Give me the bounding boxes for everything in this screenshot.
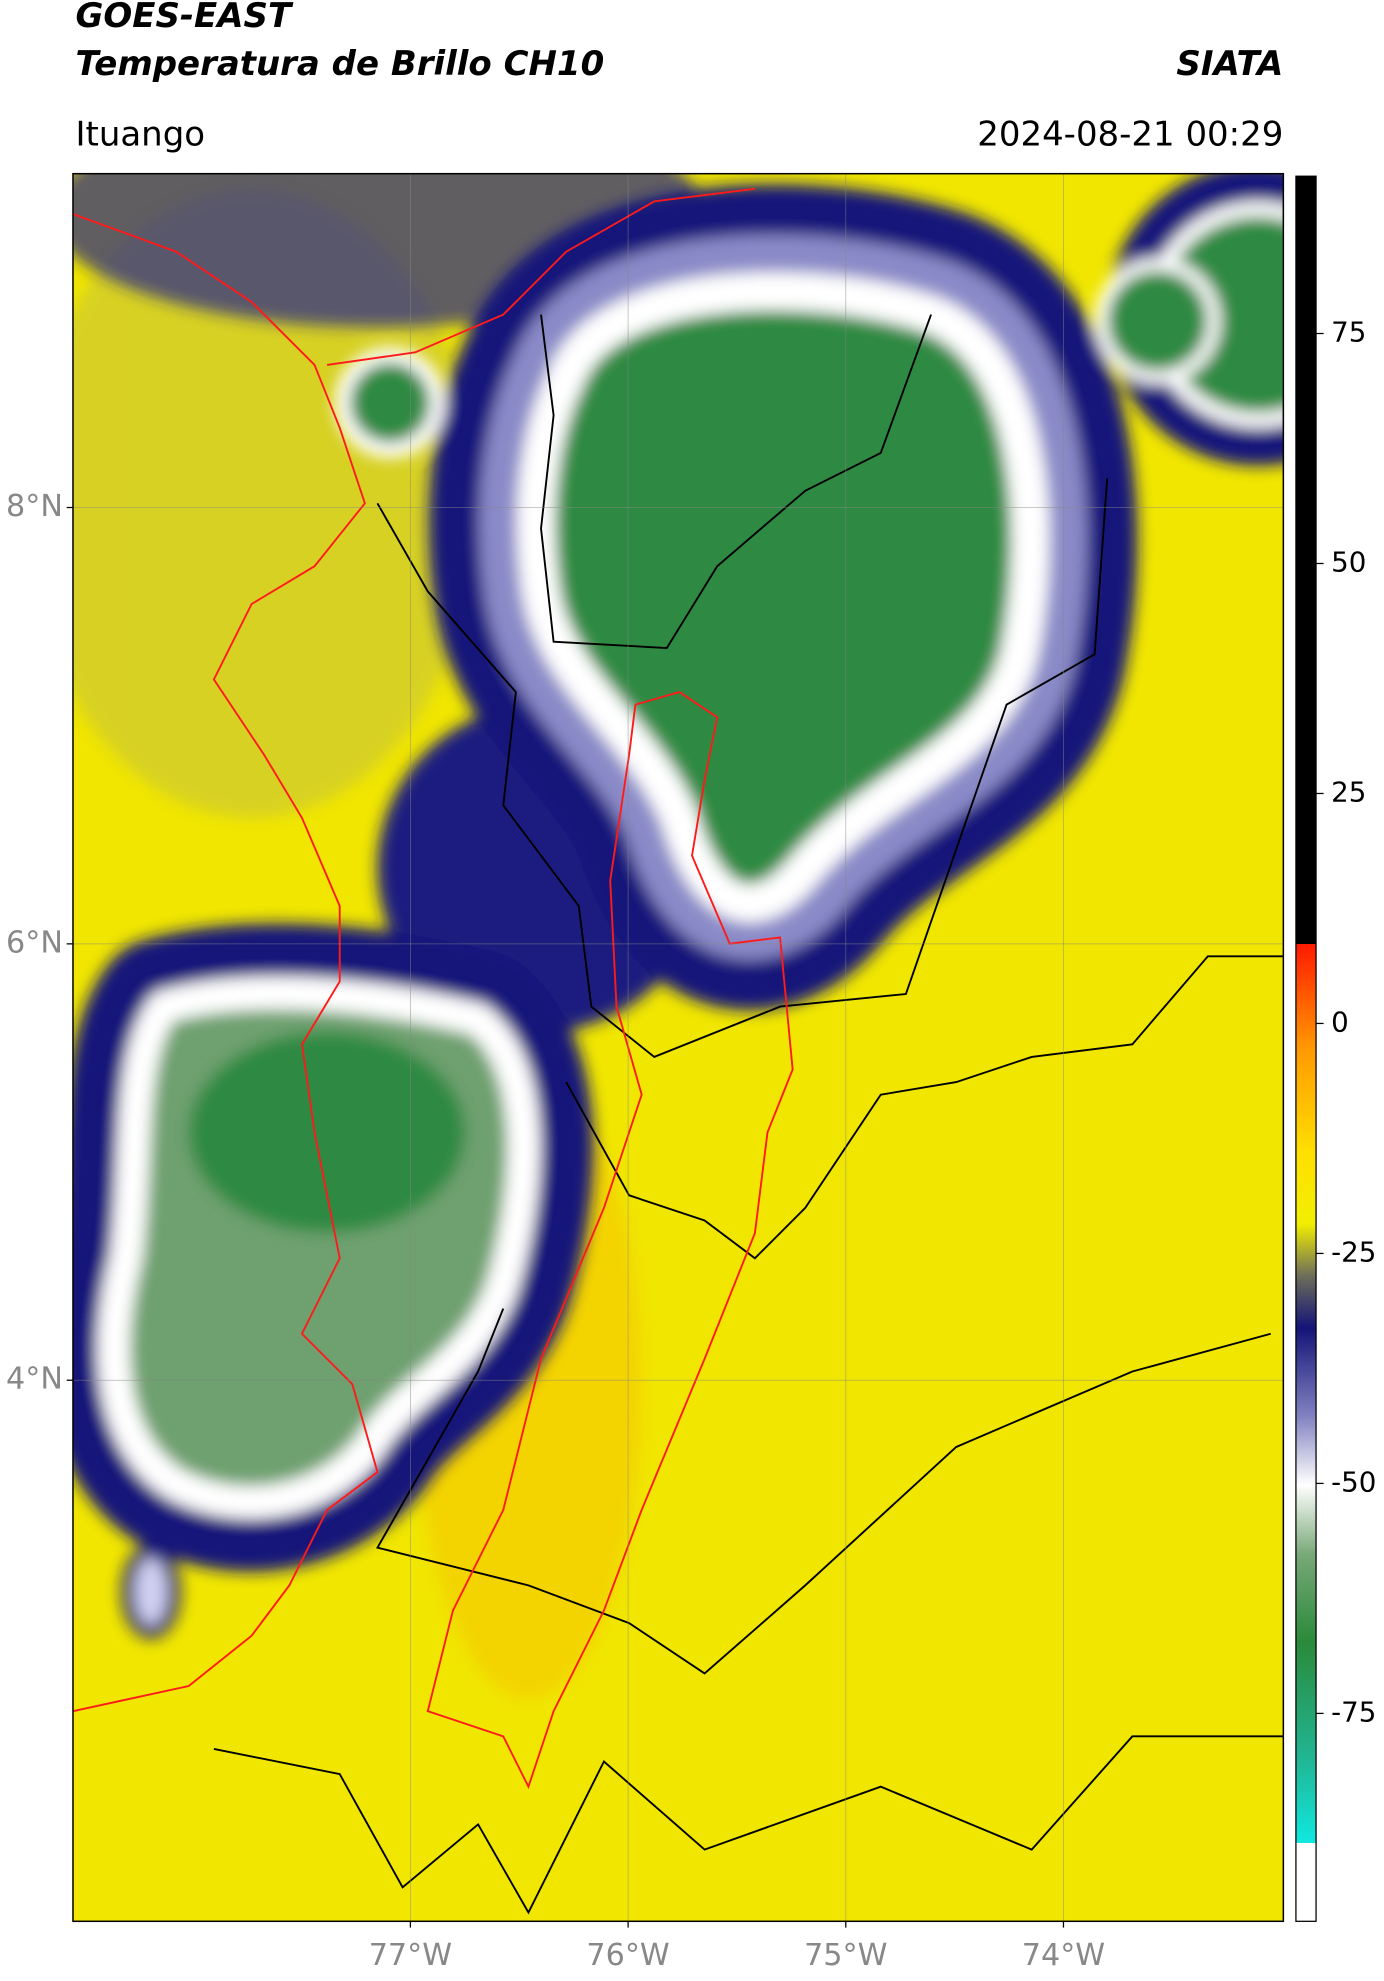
lat-tick-label: 6°N [6,925,63,960]
colorbar-tick-label: -75 [1331,1695,1376,1728]
colorbar-tick-label: 50 [1331,545,1366,578]
colorbar [1295,175,1317,1922]
region: Ituango [75,114,205,154]
colorbar-tick-label: -50 [1331,1465,1376,1498]
map-frame [72,172,1285,1923]
subtitle: Temperatura de Brillo CH10 [75,44,604,84]
colorbar-tick-label: -25 [1331,1235,1376,1268]
datetime: 2024-08-21 00:29 [977,114,1283,154]
map [72,173,1284,1922]
lat-tick-label: 4°N [6,1362,63,1397]
colorbar-tick-label: 75 [1331,316,1366,349]
lon-tick-label: 75°W [804,1938,887,1973]
lon-tick-label: 77°W [369,1938,452,1973]
source: SIATA [1176,44,1283,84]
lon-tick-label: 74°W [1022,1938,1105,1973]
lon-tick-label: 76°W [586,1938,669,1973]
title: GOES-EAST [75,0,293,36]
colorbar-tick-label: 0 [1331,1005,1349,1038]
lat-tick-label: 8°N [6,489,63,524]
colorbar-tick-label: 25 [1331,775,1366,808]
